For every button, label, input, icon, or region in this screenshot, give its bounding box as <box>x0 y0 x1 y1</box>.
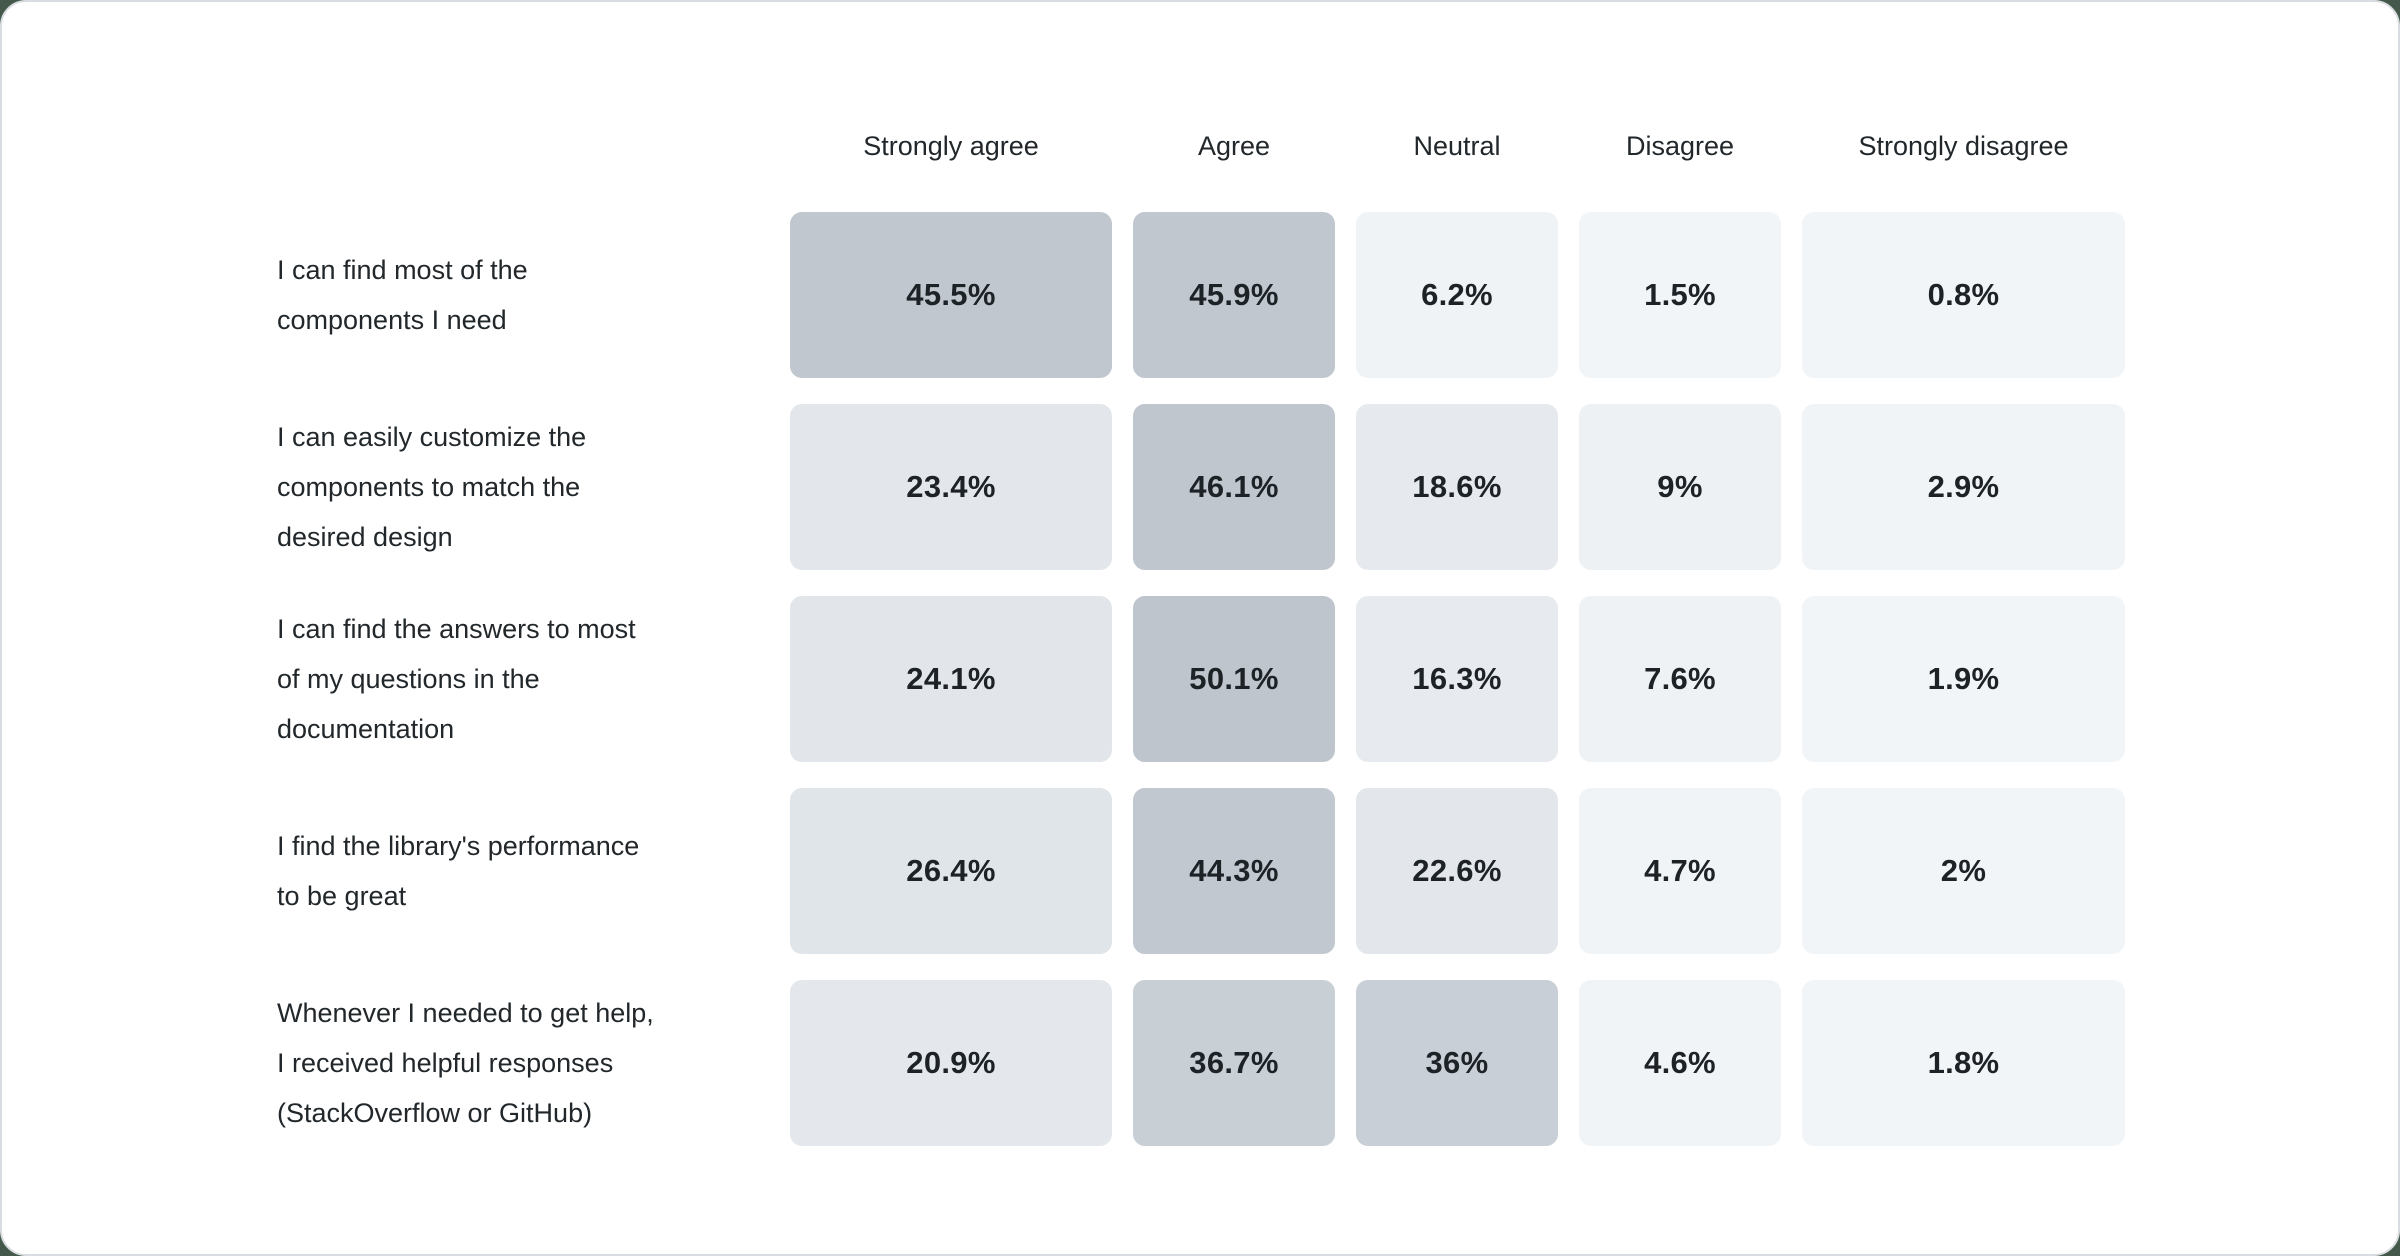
heatmap-cell: 4.7% <box>1579 788 1781 954</box>
row-label-find-components: I can find most of the components I need <box>277 255 528 335</box>
heatmap-cell: 18.6% <box>1356 404 1558 570</box>
heatmap-cell: 26.4% <box>790 788 1112 954</box>
heatmap-cell: 36.7% <box>1133 980 1335 1146</box>
heatmap-cell: 6.2% <box>1356 212 1558 378</box>
column-header-strongly-agree: Strongly agree <box>863 131 1039 161</box>
column-header-disagree: Disagree <box>1625 131 1735 161</box>
column-header-agree: Agree <box>1197 131 1271 161</box>
heatmap-cell: 16.3% <box>1356 596 1558 762</box>
heatmap-cell: 2.9% <box>1802 404 2125 570</box>
heatmap-cell: 2% <box>1802 788 2125 954</box>
heatmap-cell: 1.9% <box>1802 596 2125 762</box>
likert-heatmap: Strongly agree Agree Neutral Disagree St… <box>277 107 2125 1146</box>
matrix-corner-spacer <box>277 107 769 186</box>
heatmap-cell: 20.9% <box>790 980 1112 1146</box>
heatmap-cell: 1.5% <box>1579 212 1781 378</box>
heatmap-cell: 22.6% <box>1356 788 1558 954</box>
heatmap-cell: 36% <box>1356 980 1558 1146</box>
column-header-strongly-disagree: Strongly disagree <box>1858 131 2069 161</box>
heatmap-cell: 50.1% <box>1133 596 1335 762</box>
column-header-neutral: Neutral <box>1413 131 1501 161</box>
heatmap-cell: 9% <box>1579 404 1781 570</box>
heatmap-cell: 45.9% <box>1133 212 1335 378</box>
row-label-documentation-answers: I can find the answers to most of my que… <box>277 614 636 744</box>
heatmap-cell: 7.6% <box>1579 596 1781 762</box>
heatmap-cell: 46.1% <box>1133 404 1335 570</box>
heatmap-cell: 44.3% <box>1133 788 1335 954</box>
heatmap-cell: 0.8% <box>1802 212 2125 378</box>
row-label-customize-components: I can easily customize the components to… <box>277 422 587 552</box>
heatmap-cell: 45.5% <box>790 212 1112 378</box>
heatmap-cell: 4.6% <box>1579 980 1781 1146</box>
heatmap-cell: 23.4% <box>790 404 1112 570</box>
heatmap-cell: 24.1% <box>790 596 1112 762</box>
heatmap-cell: 1.8% <box>1802 980 2125 1146</box>
row-label-helpful-responses: Whenever I needed to get help, I receive… <box>277 998 654 1128</box>
row-label-library-performance: I find the library's performance to be g… <box>277 831 640 911</box>
